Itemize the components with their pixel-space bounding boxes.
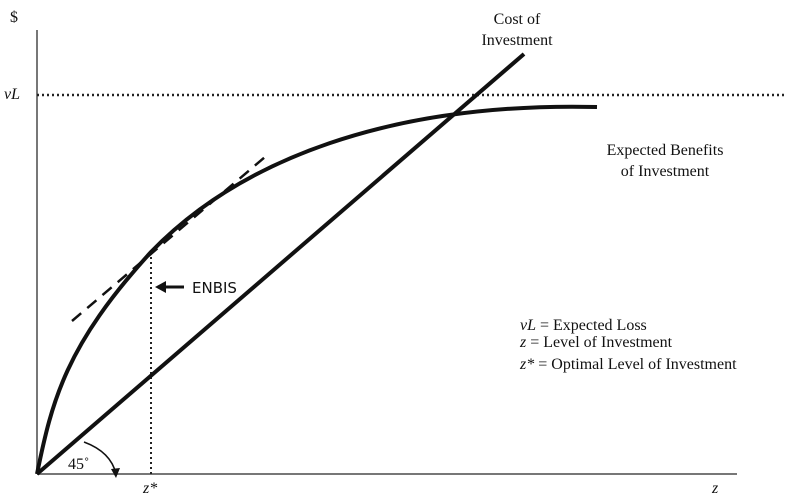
legend-symbol-1: vL bbox=[520, 317, 536, 334]
angle-arrowhead bbox=[111, 468, 120, 478]
legend-text-1: = Expected Loss bbox=[536, 317, 647, 334]
cost-label-line1: Cost of bbox=[494, 11, 541, 28]
legend-row-2: z = Level of Investment bbox=[519, 334, 673, 351]
legend-row-1: vL = Expected Loss bbox=[520, 317, 647, 334]
angle-label: 45˚ bbox=[68, 456, 89, 473]
vl-label: vL bbox=[4, 86, 20, 103]
legend-text-3: = Optimal Level of Investment bbox=[534, 356, 737, 373]
y-axis-label: $ bbox=[10, 9, 18, 26]
z-star-label: z* bbox=[142, 480, 157, 493]
legend-symbol-2: z bbox=[519, 334, 527, 351]
tangent-dashed-line bbox=[71, 156, 266, 322]
x-axis-label: z bbox=[711, 480, 719, 493]
cost-line bbox=[35, 52, 526, 476]
benefits-curve bbox=[35, 104, 598, 475]
legend-text-2: = Level of Investment bbox=[526, 334, 672, 351]
legend-row-3: z* = Optimal Level of Investment bbox=[519, 356, 737, 373]
enbis-label: ENBIS bbox=[192, 279, 237, 297]
benefits-label-line2: of Investment bbox=[621, 163, 710, 180]
benefits-label-line1: Expected Benefits bbox=[607, 142, 724, 159]
legend-symbol-3: z* bbox=[519, 356, 534, 373]
cost-label-line2: Investment bbox=[481, 32, 553, 49]
enbis-arrowhead bbox=[155, 281, 166, 293]
